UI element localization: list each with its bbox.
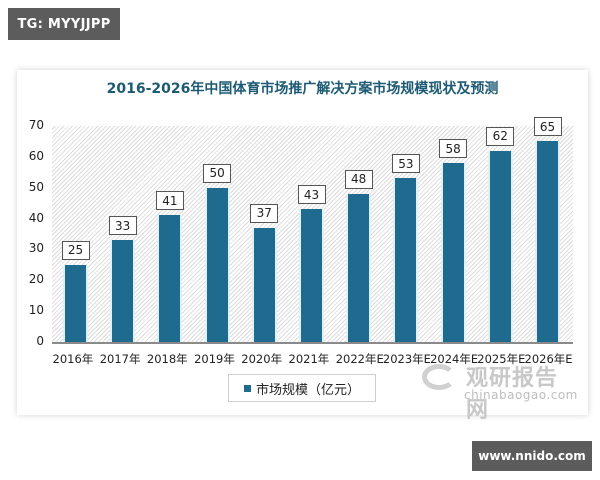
y-tick-label: 20 — [28, 272, 44, 287]
y-tick-label: 10 — [28, 303, 44, 318]
x-tick-label: 2019年 — [194, 352, 235, 366]
y-tick-label: 60 — [28, 148, 44, 163]
x-tick-label: 2024年E — [430, 352, 479, 366]
x-tick-label: 2021年 — [288, 352, 330, 366]
data-label: 37 — [250, 203, 279, 223]
x-tick-label: 2017年 — [99, 352, 141, 366]
watermark-cn: 观研报告网 — [466, 366, 559, 423]
y-tick-label: 40 — [28, 210, 44, 225]
bar — [65, 264, 86, 342]
y-tick-label: 70 — [28, 118, 44, 132]
legend: 市场规模（亿元） — [228, 374, 376, 402]
y-tick-label: 30 — [28, 241, 44, 256]
bar — [112, 240, 134, 342]
x-axis-line — [52, 342, 573, 344]
data-label: 41 — [155, 191, 184, 211]
bar — [395, 178, 417, 342]
data-label: 50 — [203, 163, 232, 183]
data-label: 33 — [108, 216, 137, 236]
bar — [442, 163, 464, 342]
bar — [489, 150, 511, 342]
x-tick-label: 2026年E — [524, 352, 573, 366]
data-label: 48 — [344, 169, 373, 189]
tg-badge-text: TG: MYYJJPP — [17, 16, 111, 32]
watermark-logo-icon — [422, 364, 456, 390]
bar — [253, 227, 275, 342]
legend-label: 市场规模（亿元） — [255, 382, 360, 398]
chart-title: 2016-2026年中国体育市场推广解决方案市场规模现状及预测 — [106, 81, 499, 97]
site-badge-text: www.nnido.com — [478, 449, 586, 463]
tg-badge: TG: MYYJJPP — [8, 8, 120, 40]
data-label: 58 — [439, 139, 468, 159]
bar — [159, 215, 181, 342]
data-label: 53 — [391, 154, 420, 174]
site-badge: www.nnido.com — [472, 441, 592, 471]
x-tick-label: 2022年E — [335, 352, 384, 366]
data-label: 62 — [486, 126, 515, 146]
watermark-en: chinabaogao.com — [464, 388, 578, 402]
data-label: 65 — [533, 117, 562, 137]
bar — [537, 141, 558, 342]
data-label: 25 — [61, 240, 90, 260]
x-tick-label: 2023年E — [382, 352, 431, 366]
bar — [206, 187, 228, 342]
watermark: 观研报告网 chinabaogao.com — [420, 360, 580, 423]
x-tick-label: 2025年E — [477, 352, 526, 366]
legend-swatch — [243, 384, 251, 392]
x-tick-label: 2020年 — [241, 352, 283, 366]
x-tick-label: 2018年 — [146, 352, 188, 366]
bar — [348, 193, 370, 342]
bar — [301, 209, 322, 342]
data-label: 43 — [297, 185, 326, 205]
y-tick-label: 0 — [36, 334, 44, 348]
y-tick-label: 50 — [28, 179, 44, 194]
x-tick-label: 2016年 — [52, 352, 94, 366]
